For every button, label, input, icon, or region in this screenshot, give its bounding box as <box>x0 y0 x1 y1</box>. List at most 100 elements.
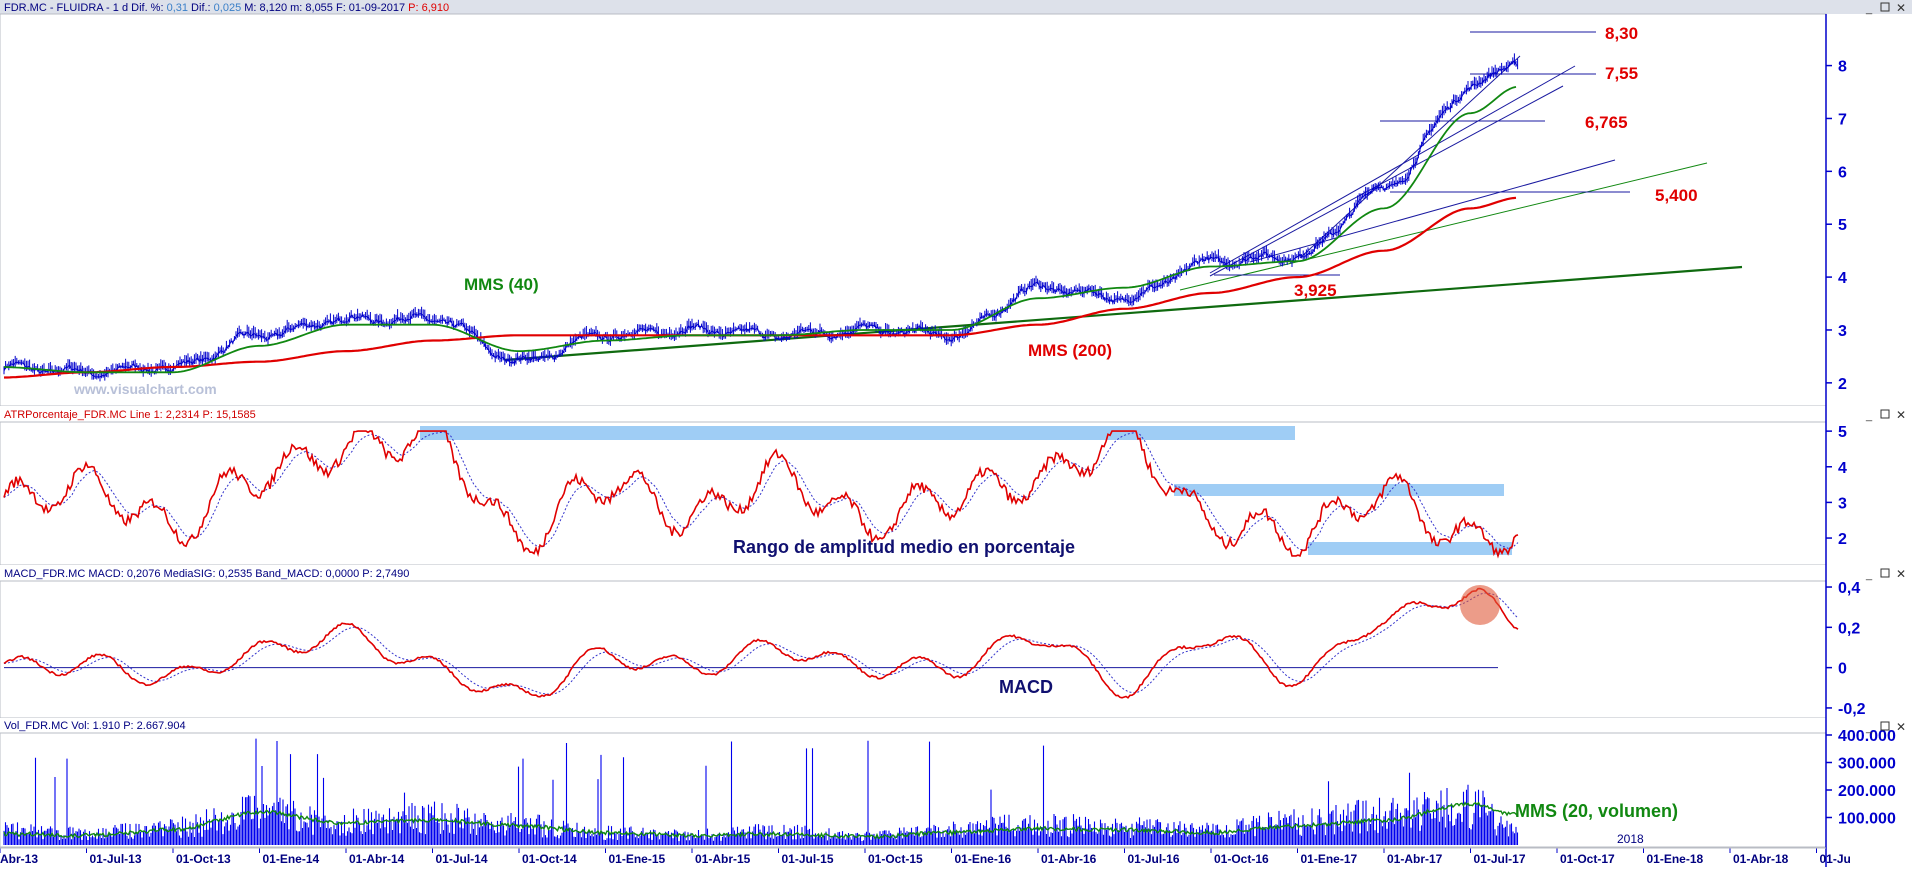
atr-y-tick-label: 4 <box>1838 460 1847 477</box>
macd-y-tick-label: 0,2 <box>1838 620 1860 637</box>
x-tick-label: 01-Ene-14 <box>263 852 320 866</box>
annotation-mms40: MMS (40) <box>464 275 539 294</box>
maximize-icon[interactable] <box>1880 721 1890 731</box>
price-panel-controls: _ ✕ <box>1865 1 1906 15</box>
atr-label: Rango de amplitud medio en porcentaje <box>733 537 1075 557</box>
vol-y-tick-label: 300.000 <box>1838 756 1896 773</box>
x-tick-label: 01-Abr-18 <box>1733 852 1789 866</box>
x-tick-label: 01-Jul-17 <box>1474 852 1526 866</box>
x-tick-label: 01-Oct-16 <box>1214 852 1269 866</box>
macd-peak-highlight <box>1460 585 1500 625</box>
maximize-icon[interactable] <box>1880 2 1890 12</box>
level-label-3925: 3,925 <box>1294 281 1337 300</box>
volume-label: MMS (20, volumen) <box>1515 801 1678 821</box>
level-label-5400: 5,400 <box>1655 186 1698 205</box>
x-tick-label: 01-Oct-14 <box>522 852 577 866</box>
atr-header: ATRPorcentaje_FDR.MC Line 1: 2,2314 P: 1… <box>4 409 256 421</box>
x-tick-label: 01-Jul-14 <box>436 852 488 866</box>
atr-y-tick-label: 2 <box>1838 531 1847 548</box>
mms40-line <box>3 86 1517 374</box>
x-tick-label: 01-Ju <box>1820 852 1851 866</box>
price-header-part: 0,31 <box>167 2 188 14</box>
x-tick-label: 01-Abr-14 <box>349 852 405 866</box>
atr-y-tick-label: 3 <box>1838 495 1847 512</box>
price-y-tick-label: 6 <box>1838 164 1847 181</box>
price-header-part: 0,025 <box>214 2 242 14</box>
atr-plot <box>3 426 1519 559</box>
atr-y-tick-label: 5 <box>1838 424 1847 441</box>
macd-signal-line <box>3 592 1519 695</box>
macd-label: MACD <box>999 677 1053 697</box>
axes: 2 3 4 5 6 7 8 2 3 4 5 0 0,2 0,4 -0,2 100.000 200.000 300.… <box>1826 59 1896 828</box>
x-tick-label: 01-Ene-16 <box>955 852 1012 866</box>
minimize-icon[interactable]: _ <box>1865 722 1873 734</box>
x-tick-label: 01-Oct-13 <box>176 852 231 866</box>
macd-panel: MACD_FDR.MC MACD: 0,2076 MediaSIG: 0,253… <box>0 565 1912 719</box>
close-icon[interactable]: ✕ <box>1896 567 1906 581</box>
vol-y-tick-label: 100.000 <box>1838 811 1896 828</box>
volume-panel-controls: _ ✕ <box>1865 720 1906 734</box>
x-tick-label: 01-Ene-18 <box>1647 852 1704 866</box>
volume-panel: Vol_FDR.MC Vol: 1.910 P: 2.667.904 <box>0 718 1912 848</box>
macd-line <box>3 587 1519 699</box>
vol-y-tick-label: 400.000 <box>1838 728 1896 745</box>
x-axis: Abr-13 01-Jul-13 01-Oct-13 01-Ene-14 01-Abr-… <box>0 847 1851 866</box>
trend-line <box>1209 65 1576 274</box>
macd-panel-controls: _ ✕ <box>1865 567 1906 581</box>
trend-line <box>1209 85 1564 277</box>
price-header: FDR.MC - FLUIDRA - 1 d Dif. %: 0,31 Dif.… <box>4 2 449 14</box>
vol-y-tick-label: 200.000 <box>1838 783 1896 800</box>
volume-header: Vol_FDR.MC Vol: 1.910 P: 2.667.904 <box>4 720 186 732</box>
annotation-mms200: MMS (200) <box>1028 341 1112 360</box>
price-header-part: M: 8,120 m: 8,055 F: 01-09-2017 <box>241 2 408 14</box>
minimize-icon[interactable]: _ <box>1865 410 1873 422</box>
minimize-icon[interactable]: _ <box>1865 3 1873 15</box>
atr-signal-line <box>3 431 1519 551</box>
atr-panel-controls: _ ✕ <box>1865 408 1906 422</box>
price-y-tick-label: 2 <box>1838 376 1847 393</box>
macd-plot <box>3 585 1519 699</box>
price-header-part: P: 6,910 <box>408 2 449 14</box>
price-header-part: Dif.: <box>188 2 214 14</box>
atr-band <box>420 426 1295 440</box>
price-panel: FDR.MC - FLUIDRA - 1 d Dif. %: 0,31 Dif.… <box>0 0 1912 407</box>
x-tick-label: 01-Jul-15 <box>782 852 834 866</box>
year-label: 2018 <box>1617 832 1644 846</box>
maximize-icon[interactable] <box>1880 409 1890 419</box>
x-tick-label: Abr-13 <box>0 852 38 866</box>
macd-header: MACD_FDR.MC MACD: 0,2076 MediaSIG: 0,253… <box>4 568 409 580</box>
price-plot <box>3 31 1743 382</box>
x-tick-label: 01-Jul-13 <box>90 852 142 866</box>
minimize-icon[interactable]: _ <box>1865 569 1873 581</box>
price-y-tick-label: 8 <box>1838 59 1847 76</box>
watermark: www.visualchart.com <box>73 381 217 397</box>
x-tick-label: 01-Abr-17 <box>1387 852 1443 866</box>
level-label-830: 8,30 <box>1605 24 1638 43</box>
x-tick-label: 01-Abr-15 <box>695 852 751 866</box>
macd-y-tick-label: 0,4 <box>1838 580 1860 597</box>
atr-band <box>1174 484 1504 496</box>
volume-plot <box>3 738 1519 845</box>
x-tick-label: 01-Abr-16 <box>1041 852 1097 866</box>
close-icon[interactable]: ✕ <box>1896 1 1906 15</box>
x-tick-label: 01-Ene-17 <box>1301 852 1358 866</box>
volume-bars <box>3 738 1519 845</box>
price-y-tick-label: 4 <box>1838 270 1847 287</box>
x-tick-label: 01-Oct-15 <box>868 852 923 866</box>
atr-band <box>1308 542 1512 555</box>
close-icon[interactable]: ✕ <box>1896 408 1906 422</box>
maximize-icon[interactable] <box>1880 568 1890 578</box>
close-icon[interactable]: ✕ <box>1896 720 1906 734</box>
volume-mms20-line <box>3 801 1519 840</box>
long-term-support-line <box>504 265 1743 362</box>
x-tick-label: 01-Ene-15 <box>609 852 666 866</box>
macd-y-tick-label: 0 <box>1838 661 1847 678</box>
macd-y-tick-label: -0,2 <box>1838 701 1866 718</box>
price-y-tick-label: 7 <box>1838 111 1847 128</box>
x-tick-label: 01-Jul-16 <box>1128 852 1180 866</box>
atr-panel: ATRPorcentaje_FDR.MC Line 1: 2,2314 P: 1… <box>0 406 1912 566</box>
trend-line <box>1299 55 1521 259</box>
price-y-tick-label: 5 <box>1838 217 1847 234</box>
x-tick-label: 01-Oct-17 <box>1560 852 1615 866</box>
level-label-755: 7,55 <box>1605 64 1638 83</box>
